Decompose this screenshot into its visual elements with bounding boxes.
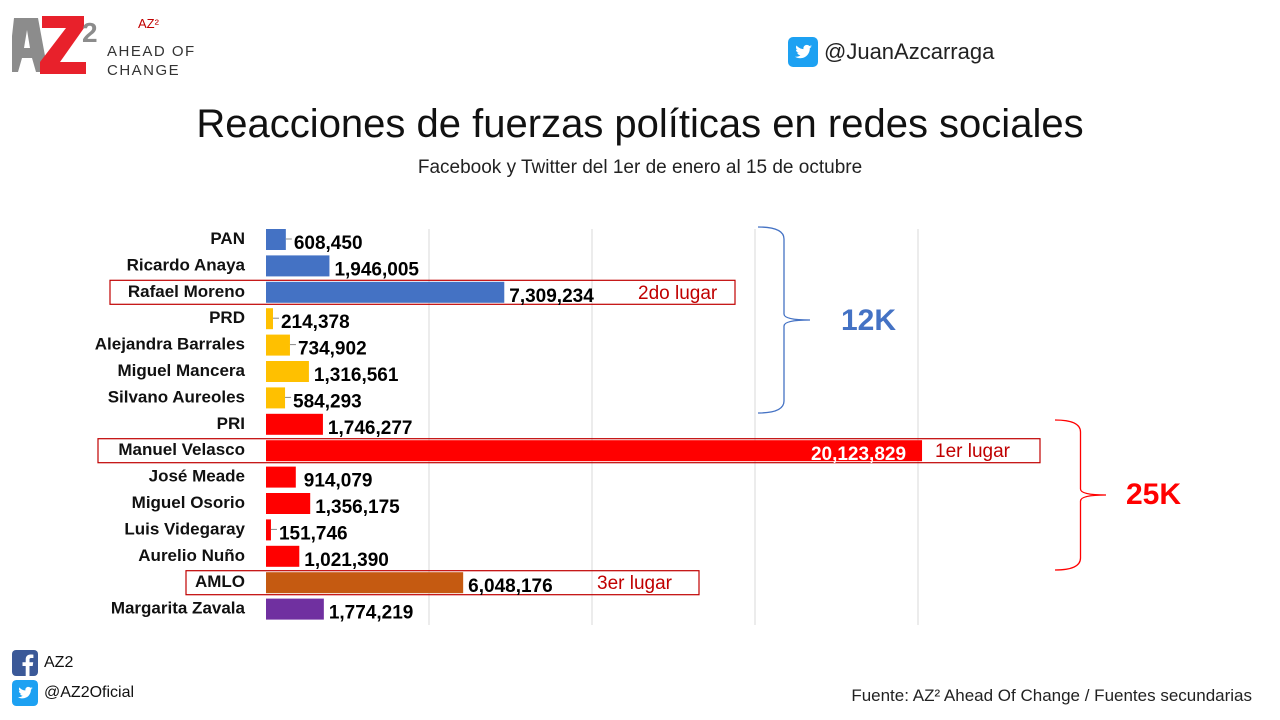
svg-text:2: 2 (82, 17, 98, 48)
logo-line-1: AHEAD OF (107, 43, 196, 60)
rank-label: 3er lugar (597, 573, 673, 594)
value-label: 214,378 (281, 312, 350, 333)
bar (266, 229, 286, 250)
highlight-box (97, 438, 1041, 464)
bar (266, 255, 330, 277)
category-label: PRD (209, 308, 245, 327)
value-label: 734,902 (298, 339, 367, 360)
highlight-box (185, 570, 700, 596)
footer-facebook[interactable]: AZ2 (12, 650, 73, 676)
logo-small-text: AZ² (138, 16, 159, 31)
bar (266, 545, 300, 567)
value-label: 608,450 (294, 233, 363, 254)
bar (266, 519, 271, 541)
category-label: Luis Videgaray (124, 519, 245, 538)
footer-facebook-label: AZ2 (44, 654, 74, 671)
bar (266, 493, 311, 514)
bar (266, 308, 273, 330)
facebook-icon (12, 650, 38, 676)
highlight-box (109, 279, 736, 305)
value-label: 1,746,277 (328, 418, 413, 439)
bar (266, 387, 286, 409)
category-label: Manuel Velasco (118, 440, 245, 459)
bar (266, 281, 505, 303)
logo: 2 AZ² AHEAD OF CHANGE (12, 10, 207, 80)
group-brace (1054, 419, 1107, 571)
bar (266, 572, 464, 594)
value-label: 1,946,005 (334, 259, 419, 280)
bar (266, 361, 309, 382)
value-label: 584,293 (293, 391, 362, 412)
category-label: Miguel Osorio (132, 493, 245, 512)
footer-twitter-label: @AZ2Oficial (44, 684, 135, 701)
rank-label: 2do lugar (638, 283, 718, 304)
bar (266, 598, 324, 620)
chart-subtitle: Facebook y Twitter del 1er de enero al 1… (417, 157, 863, 178)
source-note: Fuente: AZ² Ahead Of Change / Fuentes se… (851, 686, 1252, 705)
value-label: 6,048,176 (468, 576, 553, 597)
category-label: José Meade (149, 467, 245, 486)
twitter-icon (12, 680, 38, 706)
twitter-icon (788, 37, 818, 67)
category-label: Silvano Aureoles (108, 387, 245, 406)
value-label: 914,079 (304, 471, 373, 492)
category-label: PRI (217, 414, 245, 433)
value-label: 20,123,829 (811, 444, 906, 465)
value-label: 1,774,219 (329, 603, 414, 624)
az2-logo-mark: 2 (12, 16, 98, 74)
chart-title: Reacciones de fuerzas políticas en redes… (196, 102, 1084, 146)
bar (266, 334, 290, 356)
group-label: 25K (1126, 478, 1181, 511)
logo-line-2: CHANGE (107, 62, 181, 79)
value-label: 1,021,390 (304, 550, 389, 571)
category-label: PAN (210, 229, 245, 248)
group-brace (757, 226, 811, 414)
footer-twitter[interactable]: @AZ2Oficial (12, 680, 134, 706)
header-twitter[interactable]: @JuanAzcarraga (788, 36, 994, 68)
bar (266, 466, 296, 488)
bar (266, 413, 323, 435)
category-label: Miguel Mancera (117, 361, 245, 380)
category-label: Ricardo Anaya (127, 255, 246, 274)
value-label: 1,356,175 (315, 497, 400, 518)
category-label: Aurelio Nuño (138, 546, 245, 565)
value-label: 7,309,234 (509, 286, 594, 307)
category-label: Rafael Moreno (128, 282, 245, 301)
category-label: Alejandra Barrales (95, 335, 245, 354)
group-label: 12K (841, 304, 896, 337)
rank-label: 1er lugar (935, 441, 1011, 462)
header-twitter-handle: @JuanAzcarraga (824, 39, 995, 64)
bar (266, 440, 923, 462)
value-label: 151,746 (279, 523, 348, 544)
value-label: 1,316,561 (314, 365, 399, 386)
category-label: AMLO (195, 572, 245, 591)
category-label: Margarita Zavala (111, 599, 246, 618)
